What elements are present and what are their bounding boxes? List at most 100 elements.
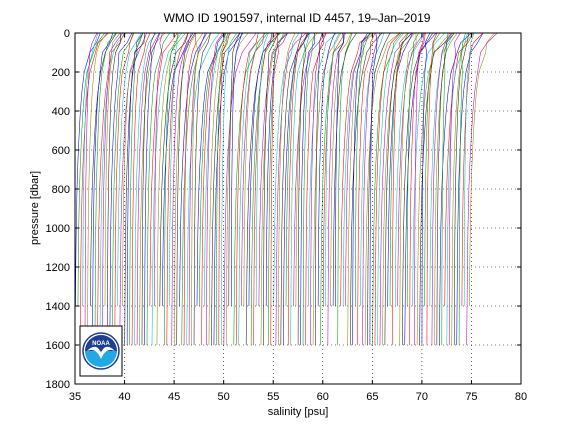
x-tick-label: 50 [218, 391, 230, 403]
profile-line [136, 33, 160, 346]
profile-line [204, 33, 230, 307]
profile-line [295, 33, 318, 307]
profile-line [287, 33, 310, 346]
plot-area [74, 32, 522, 385]
profile-line [102, 33, 124, 346]
profile-line [461, 33, 484, 307]
profile-line [218, 33, 230, 346]
profile-line [354, 33, 370, 307]
profile-line [275, 33, 307, 346]
profile-line [183, 33, 197, 346]
profile-line [439, 33, 472, 346]
profile-line [317, 33, 335, 307]
x-tick-label: 35 [69, 391, 81, 403]
profile-line [469, 33, 495, 307]
profile-line [360, 33, 385, 307]
profile-line [171, 33, 192, 346]
profile-line [149, 33, 178, 307]
profile-line [444, 33, 474, 307]
profile-line [357, 33, 376, 346]
profile-line [458, 33, 466, 346]
x-tick-label: 40 [118, 391, 130, 403]
profile-line [191, 33, 204, 346]
profile-line [414, 33, 425, 346]
profile-line [119, 33, 147, 346]
profile-line [230, 33, 243, 307]
profile-line [364, 33, 401, 346]
profile-line [374, 33, 401, 346]
profile-line [159, 33, 189, 307]
profile-line [134, 33, 157, 346]
profile-line [84, 33, 98, 346]
profile-line [302, 33, 316, 346]
profile-line [166, 33, 189, 346]
y-tick-label: 0 [64, 28, 70, 40]
profile-line [389, 33, 409, 307]
profile-line [352, 33, 369, 346]
profile-line [92, 33, 114, 346]
x-tick-label: 55 [267, 391, 279, 403]
profile-line [278, 33, 296, 346]
profile-line [283, 33, 310, 346]
profile-line [156, 33, 183, 346]
profile-line [367, 33, 391, 346]
profile-line [293, 33, 327, 307]
profile-line [176, 33, 196, 346]
y-tick-label: 1200 [46, 262, 70, 274]
profile-line [208, 33, 231, 346]
profile-line [379, 33, 412, 346]
x-tick-label: 70 [416, 391, 428, 403]
y-axis-label: pressure [dbar] [29, 171, 41, 245]
profile-line [129, 33, 144, 346]
profile-line [448, 33, 461, 346]
profile-line [211, 33, 241, 346]
profile-line [201, 33, 226, 346]
profile-line [310, 33, 325, 346]
profile-line [421, 33, 431, 346]
noaa-logo: NOAA [79, 325, 123, 377]
profile-line [322, 33, 346, 307]
profile-line [325, 33, 340, 307]
profile-line [255, 33, 269, 307]
profile-line [109, 33, 133, 346]
profile-line [382, 33, 416, 346]
profile-line [144, 33, 161, 346]
profile-line [122, 33, 144, 307]
profile-line [139, 33, 166, 346]
profile-line [220, 33, 237, 346]
profile-line [397, 33, 425, 307]
profile-line [297, 33, 308, 346]
profile-line [154, 33, 163, 307]
profile-line [87, 33, 108, 346]
profile-line [387, 33, 414, 307]
profile-line [241, 33, 265, 307]
profile-line [94, 33, 116, 346]
profile-line [441, 33, 449, 346]
profile-line [399, 33, 417, 346]
profile-line [270, 33, 279, 346]
profile-line [164, 33, 178, 346]
y-tick-label: 1000 [46, 223, 70, 235]
y-tick-label: 1800 [46, 379, 70, 391]
profile-line [238, 33, 267, 346]
y-axis-ticks: 0 200 400 600 800 1000 1200 1400 1600 1800 [46, 28, 521, 391]
profile-line [273, 33, 300, 307]
profile-line [340, 33, 372, 307]
profile-line [228, 33, 241, 307]
profile-line [99, 33, 127, 346]
profile-line [451, 33, 474, 346]
profile-line [141, 33, 156, 346]
y-tick-label: 800 [52, 184, 70, 196]
profile-line [406, 33, 419, 307]
profile-line [151, 33, 180, 346]
y-tick-label: 400 [52, 106, 70, 118]
profile-line [179, 33, 207, 307]
profile-line [335, 33, 344, 307]
profile-line [466, 33, 498, 346]
profile-line [280, 33, 303, 346]
profile-line [114, 33, 134, 346]
profile-line [173, 33, 197, 346]
profile-line [146, 33, 170, 346]
profile-line [436, 33, 455, 346]
